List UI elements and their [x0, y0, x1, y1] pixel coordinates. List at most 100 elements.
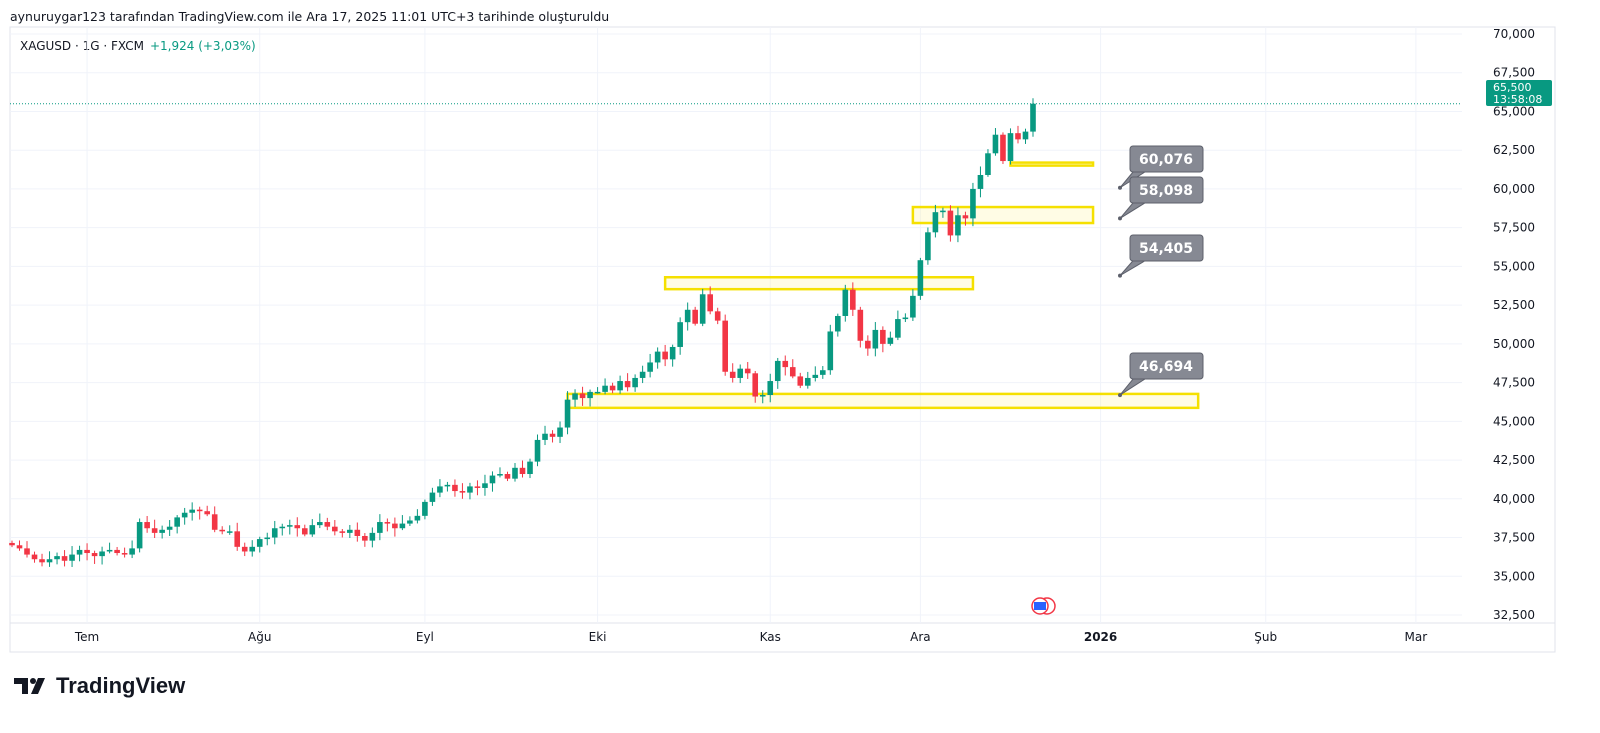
candle-up	[189, 509, 195, 513]
candle-up	[737, 368, 744, 378]
candle-up	[1022, 131, 1029, 140]
candle-down	[504, 474, 511, 479]
y-tick-label: 47,500	[1493, 376, 1535, 390]
candle-up	[872, 329, 879, 349]
y-tick-label: 55,000	[1493, 259, 1535, 273]
y-tick-label: 67,500	[1493, 66, 1535, 80]
candle-up	[804, 377, 811, 386]
candle-down	[797, 376, 804, 386]
candle-down	[579, 393, 586, 399]
candle-up	[932, 212, 939, 233]
price-callout[interactable]	[1129, 234, 1204, 262]
y-tick-label: 40,000	[1493, 492, 1535, 506]
tradingview-logo[interactable]: TradingView	[14, 673, 185, 699]
candle-up	[226, 531, 233, 533]
candle-up	[159, 529, 165, 533]
candle-up	[572, 393, 578, 400]
symbol-info[interactable]: XAGUSD · 1G · FXCM	[20, 39, 144, 53]
candle-up	[347, 529, 353, 533]
flag-icon	[1034, 602, 1046, 610]
candle-down	[354, 529, 361, 536]
candle-up	[467, 486, 473, 493]
support-resistance-zone[interactable]	[1009, 161, 1095, 167]
candle-down	[294, 525, 301, 529]
candle-up	[895, 319, 901, 338]
candle-up	[819, 370, 826, 375]
candle-up	[429, 492, 436, 502]
symbol-legend[interactable]: XAGUSD · 1G · FXCM +1,924 (+3,03%)	[20, 39, 256, 53]
y-tick-label: 70,000	[1493, 27, 1535, 41]
candle-up	[437, 486, 443, 493]
candle-up	[69, 554, 75, 561]
candle-down	[211, 514, 218, 530]
candle-down	[91, 553, 98, 557]
callout-anchor	[1118, 393, 1122, 398]
candle-down	[324, 522, 331, 527]
price-callout[interactable]	[1129, 145, 1204, 173]
candle-up	[174, 517, 180, 527]
candle-up	[369, 532, 376, 541]
candle-up	[399, 523, 406, 529]
candle-down	[459, 491, 466, 493]
support-resistance-zone[interactable]	[663, 275, 975, 291]
candle-up	[317, 522, 323, 526]
callout-anchor	[1118, 216, 1122, 221]
candle-up	[54, 556, 60, 560]
candle-up	[955, 215, 961, 236]
candle-down	[24, 548, 30, 555]
candle-up	[940, 210, 946, 213]
candle-up	[106, 549, 113, 552]
y-tick-label: 45,000	[1493, 414, 1535, 428]
candle-up	[632, 377, 638, 388]
candle-up	[286, 525, 293, 527]
candle-up	[684, 309, 691, 323]
candle-down	[384, 522, 391, 524]
callout-label: 54,405	[1139, 241, 1193, 257]
candle-up	[534, 439, 541, 462]
x-tick-label: Mar	[1405, 630, 1428, 644]
candle-up	[99, 551, 105, 557]
candle-down	[241, 546, 248, 552]
candle-down	[16, 545, 23, 549]
callout-anchor	[1118, 273, 1122, 278]
candle-down	[84, 549, 90, 554]
x-tick-label: Eyl	[416, 630, 434, 644]
support-resistance-zone[interactable]	[566, 392, 1200, 410]
candle-up	[594, 391, 601, 394]
price-callout[interactable]	[1129, 176, 1204, 204]
x-tick-label: Ağu	[248, 630, 271, 644]
candle-down	[722, 320, 728, 372]
candle-up	[136, 522, 143, 549]
candle-down	[947, 210, 954, 236]
candle-up	[542, 433, 548, 440]
callout-label: 46,694	[1139, 359, 1193, 375]
candle-up	[827, 331, 834, 371]
candle-up	[444, 484, 451, 487]
y-tick-label: 57,500	[1493, 221, 1535, 235]
chart-attribution: aynuruygar123 tarafından TradingView.com…	[10, 9, 610, 24]
candle-down	[609, 385, 616, 391]
candle-up	[910, 295, 916, 318]
brand-name: TradingView	[56, 673, 186, 698]
y-tick-label: 50,000	[1493, 337, 1535, 351]
candle-down	[519, 467, 526, 475]
candle-up	[587, 391, 593, 399]
price-callout[interactable]	[1129, 352, 1204, 380]
candle-down	[452, 484, 458, 492]
candle-up	[654, 351, 661, 363]
candle-down	[339, 531, 346, 533]
x-tick-label: Ara	[910, 630, 931, 644]
candle-up	[842, 289, 849, 316]
candle-down	[39, 559, 45, 563]
support-resistance-zone[interactable]	[911, 205, 1095, 225]
candle-up	[414, 515, 421, 521]
candle-down	[692, 309, 698, 324]
candle-down	[196, 509, 203, 512]
callout-label: 60,076	[1139, 152, 1193, 168]
y-tick-label: 60,000	[1493, 182, 1535, 196]
candle-up	[249, 546, 256, 552]
candle-up	[985, 153, 991, 175]
chart-frame	[9, 26, 1556, 653]
tradingview-logo-icon	[14, 678, 45, 694]
